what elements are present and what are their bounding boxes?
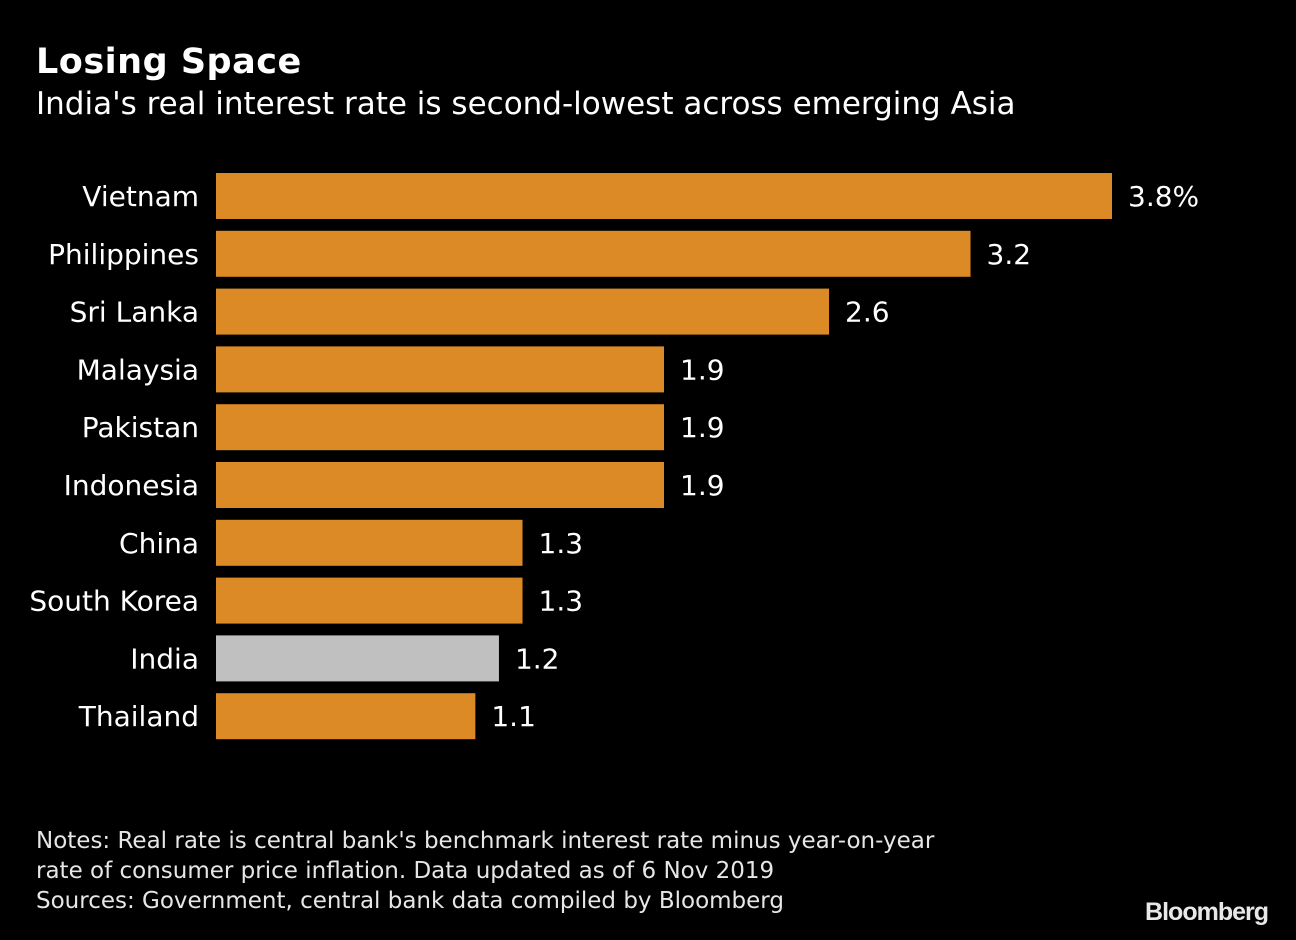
category-label: Indonesia	[64, 469, 199, 502]
bar-chart: Vietnam 3.8% Philippines 3.2 Sri Lanka 2.6 Mal…	[29, 173, 1199, 740]
category-label: Vietnam	[82, 180, 199, 213]
value-label: 3.2	[987, 238, 1032, 271]
notes-line-1: Notes: Real rate is central bank's bench…	[36, 828, 935, 854]
chart-subtitle: India's real interest rate is second-low…	[36, 86, 1016, 122]
category-label: Pakistan	[82, 411, 199, 444]
category-label: Philippines	[48, 238, 199, 271]
bar	[216, 462, 664, 508]
bloomberg-logo: Bloomberg	[1145, 898, 1269, 926]
value-label: 2.6	[845, 296, 890, 329]
bar	[216, 230, 971, 277]
value-label: 1.9	[680, 353, 725, 386]
sources-line: Sources: Government, central bank data c…	[36, 888, 784, 914]
value-label: 1.9	[680, 469, 725, 502]
bar	[216, 346, 664, 393]
category-label: Sri Lanka	[70, 296, 199, 329]
bar	[216, 288, 830, 335]
bar	[216, 519, 523, 566]
notes-line-2: rate of consumer price inflation. Data u…	[36, 858, 775, 884]
bar-highlight	[216, 635, 499, 682]
value-label: 1.1	[491, 700, 536, 733]
bar	[216, 693, 476, 740]
category-label: Malaysia	[77, 353, 199, 386]
category-label: China	[119, 527, 199, 560]
value-label: 3.8%	[1128, 180, 1199, 213]
chart-notes: Notes: Real rate is central bank's bench…	[36, 826, 934, 916]
chart-title: Losing Space	[36, 42, 302, 82]
value-label: 1.9	[680, 411, 725, 444]
bar	[216, 173, 1112, 219]
value-label: 1.2	[515, 642, 560, 675]
category-label: Thailand	[78, 700, 199, 733]
category-label: India	[130, 642, 199, 675]
category-label: South Korea	[29, 585, 199, 618]
value-label: 1.3	[539, 585, 584, 618]
value-label: 1.3	[539, 527, 584, 560]
bar	[216, 404, 664, 451]
bar	[216, 577, 523, 624]
